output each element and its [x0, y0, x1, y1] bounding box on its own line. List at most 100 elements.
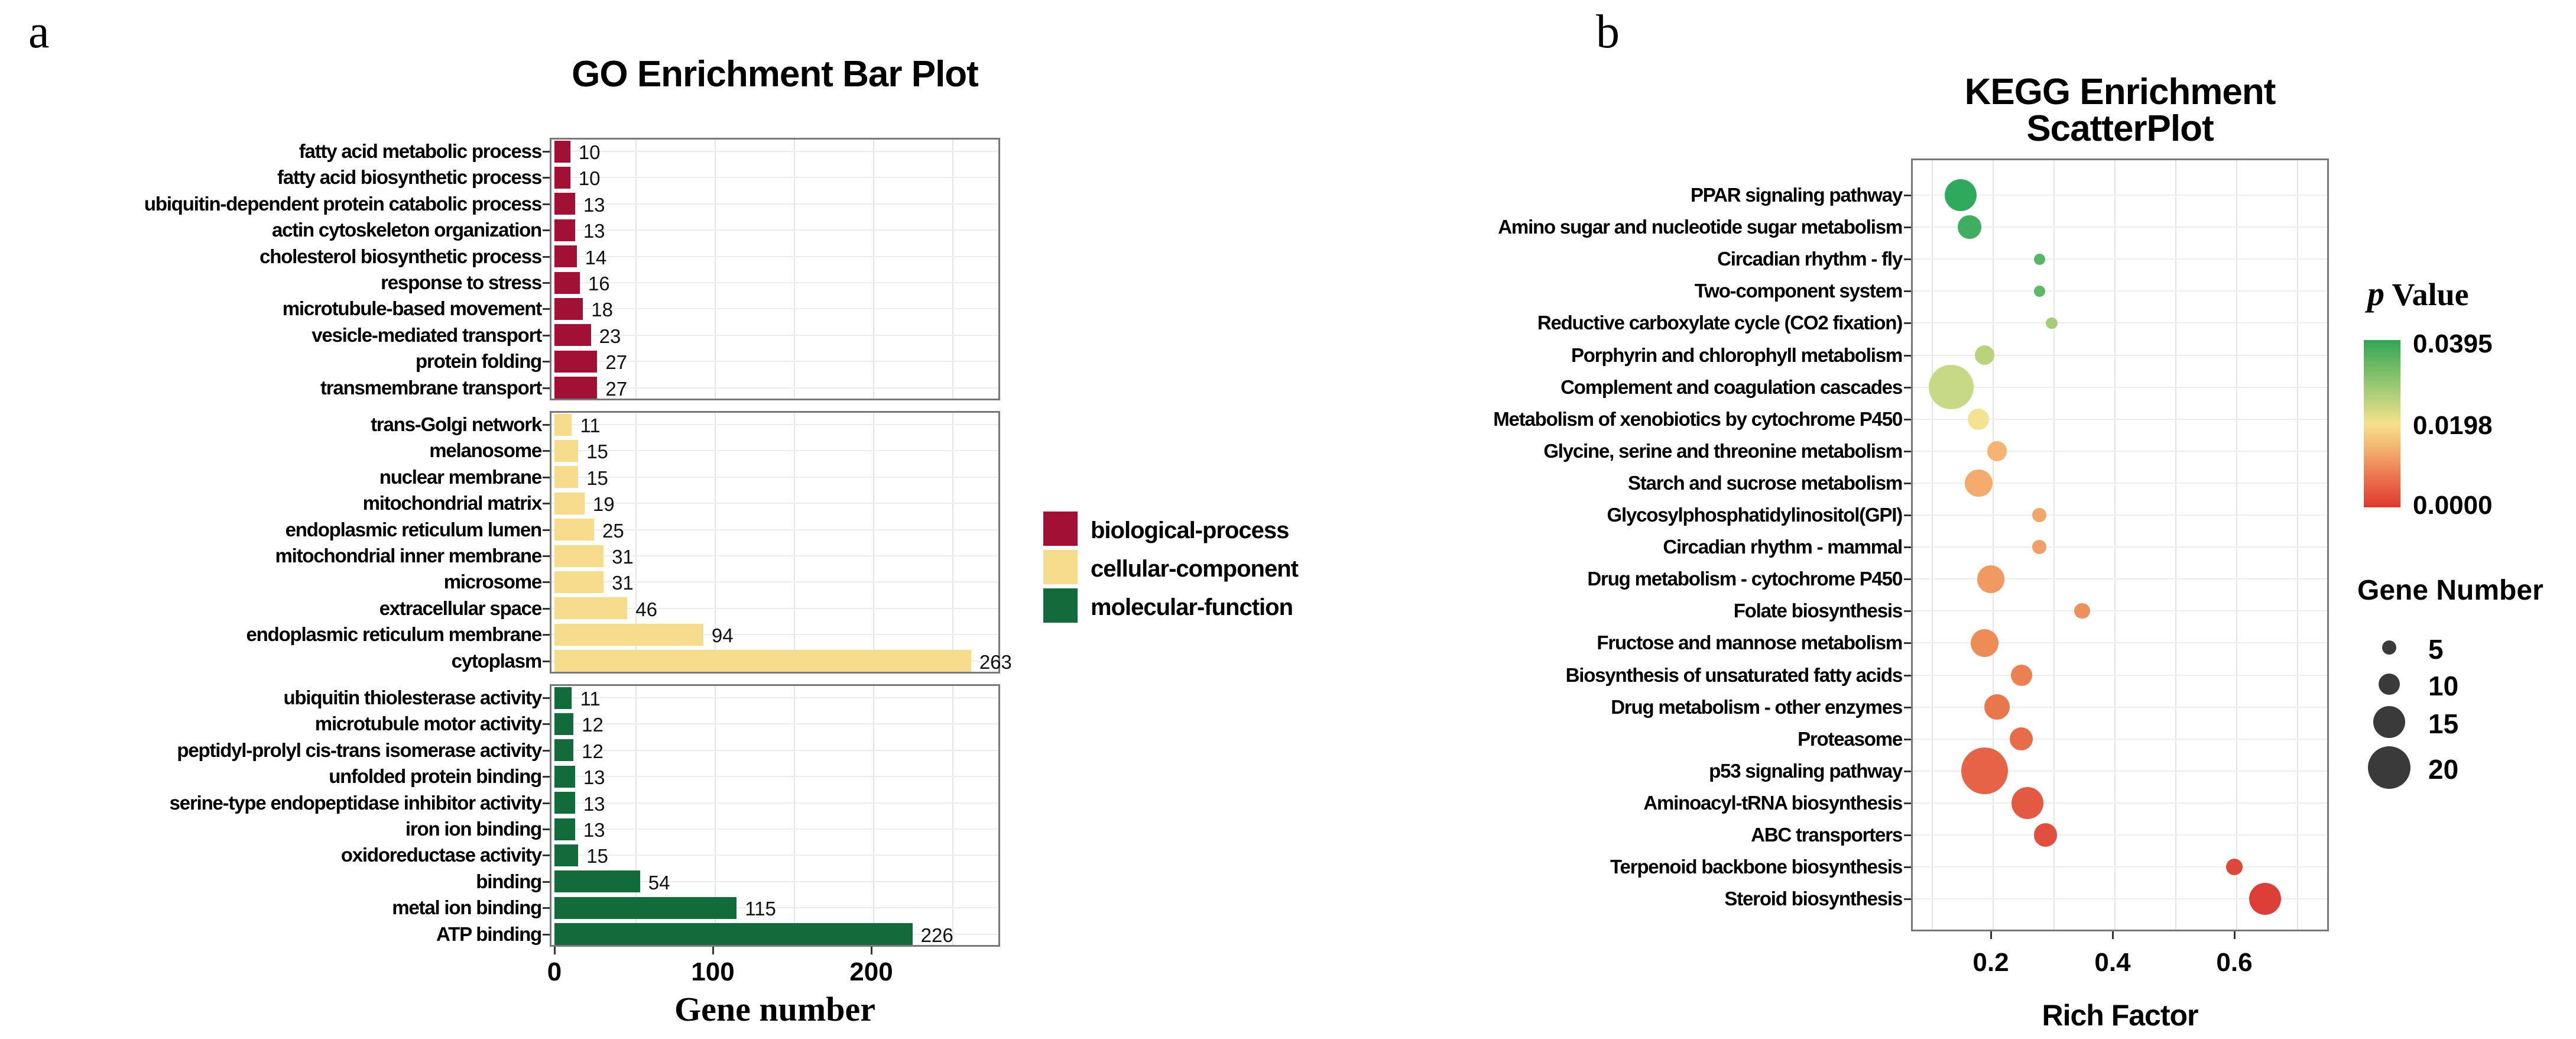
- go-bar: [554, 297, 583, 320]
- kegg-data-point: [1961, 747, 2009, 795]
- go-category-label: nuclear membrane: [379, 465, 542, 488]
- go-bar: [554, 923, 913, 946]
- kegg-row-gridline: [1913, 610, 2327, 612]
- go-y-tick: [543, 476, 550, 478]
- kegg-y-tick: [1904, 578, 1911, 581]
- go-bar: [554, 844, 579, 866]
- kegg-vertical-gridline: [1932, 160, 1933, 930]
- kegg-row-gridline: [1913, 898, 2327, 900]
- go-y-tick: [543, 881, 550, 883]
- pvalue-legend-title: p Value: [2367, 277, 2469, 311]
- kegg-row-gridline: [1913, 195, 2327, 196]
- go-bar: [554, 713, 574, 735]
- kegg-y-tick: [1904, 546, 1911, 549]
- gene-number-legend-label: 15: [2428, 708, 2459, 739]
- kegg-pathway-label: Circadian rhythm - mammal: [1663, 536, 1903, 558]
- kegg-y-tick: [1904, 802, 1911, 804]
- kegg-pathway-label: Porphyrin and chlorophyll metabolism: [1571, 344, 1903, 366]
- pvalue-gradient-bar: [2364, 340, 2400, 507]
- kegg-row-gridline: [1913, 674, 2327, 676]
- kegg-y-tick: [1904, 898, 1911, 901]
- pvalue-legend-tick-label: 0.0395: [2413, 329, 2493, 358]
- go-bar: [554, 350, 598, 373]
- go-category-label: binding: [476, 870, 542, 892]
- go-row-gridline: [551, 387, 998, 389]
- kegg-row-gridline: [1913, 706, 2327, 708]
- go-category-label: endoplasmic reticulum membrane: [246, 623, 543, 646]
- go-bar: [554, 870, 640, 893]
- kegg-x-tick: [1990, 931, 1992, 939]
- go-category-label: mitochondrial matrix: [362, 492, 543, 514]
- go-row-gridline: [551, 581, 998, 583]
- kegg-y-tick: [1904, 834, 1911, 836]
- go-row-gridline: [551, 529, 998, 530]
- go-row-gridline: [551, 607, 998, 609]
- kegg-pathway-label: Amino sugar and nucleotide sugar metabol…: [1498, 216, 1903, 238]
- go-row-gridline: [551, 282, 998, 283]
- go-category-label: transmembrane transport: [320, 376, 542, 399]
- pvalue-legend-title-italic-p: p: [2367, 274, 2384, 313]
- go-bar-value-label: 13: [583, 766, 605, 789]
- kegg-x-tick: [2112, 931, 2114, 939]
- go-y-tick: [543, 854, 550, 857]
- kegg-y-tick: [1904, 450, 1911, 452]
- go-bar: [554, 439, 579, 462]
- kegg-data-point: [1929, 364, 1974, 410]
- kegg-pathway-label: Folate biosynthesis: [1733, 600, 1903, 622]
- go-bar: [554, 818, 575, 840]
- kegg-row-gridline: [1913, 770, 2327, 772]
- go-bar-value-label: 11: [580, 415, 601, 436]
- go-bar-value-label: 94: [711, 624, 734, 647]
- kegg-data-point: [2011, 786, 2043, 819]
- go-category-label: fatty acid metabolic process: [299, 140, 542, 162]
- kegg-pathway-label: Fructose and mannose metabolism: [1597, 632, 1903, 654]
- go-bar: [554, 896, 737, 919]
- kegg-vertical-gridline: [2236, 160, 2237, 930]
- go-vertical-gridline: [635, 140, 637, 399]
- go-legend-label: molecular-function: [1091, 594, 1293, 620]
- go-y-tick: [543, 387, 550, 389]
- kegg-data-point: [2249, 883, 2281, 915]
- go-vertical-gridline: [794, 140, 795, 399]
- kegg-row-gridline: [1913, 802, 2327, 804]
- kegg-pathway-label: Terpenoid backbone biosynthesis: [1610, 856, 1903, 878]
- kegg-data-point: [2032, 508, 2047, 522]
- go-vertical-gridline: [952, 686, 953, 945]
- go-row-gridline: [551, 334, 998, 336]
- kegg-data-point: [1984, 694, 2010, 720]
- kegg-y-tick: [1904, 482, 1911, 484]
- go-bar-value-label: 54: [648, 871, 670, 894]
- gene-number-legend-label: 5: [2428, 634, 2444, 665]
- kegg-chart-title: KEGG Enrichment ScatterPlot: [1964, 72, 2276, 149]
- kegg-row-gridline: [1913, 738, 2327, 740]
- kegg-y-tick: [1904, 610, 1911, 613]
- go-vertical-gridline: [873, 686, 874, 945]
- go-y-tick: [543, 828, 550, 830]
- kegg-pathway-label: Drug metabolism - cytochrome P450: [1587, 568, 1903, 590]
- kegg-vertical-gridline: [2114, 160, 2116, 930]
- go-category-label: endoplasmic reticulum lumen: [285, 518, 543, 540]
- go-bar-value-label: 27: [605, 351, 628, 374]
- go-row-gridline: [551, 749, 998, 751]
- kegg-pathway-label: Complement and coagulation cascades: [1560, 376, 1903, 398]
- kegg-vertical-gridline: [1993, 160, 1994, 930]
- go-bar: [554, 765, 575, 788]
- kegg-row-gridline: [1913, 866, 2327, 868]
- go-category-label: serine-type endopeptidase inhibitor acti…: [169, 791, 543, 814]
- go-category-label: response to stress: [381, 271, 542, 293]
- kegg-data-point: [1987, 441, 2007, 461]
- gene-number-legend-title: Gene Number: [2357, 575, 2543, 606]
- kegg-y-tick: [1904, 770, 1911, 772]
- go-bar: [554, 623, 703, 646]
- go-row-gridline: [551, 450, 998, 452]
- panel-b-letter: b: [1596, 6, 1620, 58]
- go-category-label: fatty acid biosynthetic process: [277, 166, 542, 189]
- kegg-row-gridline: [1913, 642, 2327, 644]
- go-bar-value-label: 13: [583, 792, 605, 815]
- kegg-row-gridline: [1913, 450, 2327, 452]
- pvalue-legend-title-rest: Value: [2384, 277, 2469, 312]
- kegg-pathway-label: Glycine, serine and threonine metabolism: [1543, 439, 1903, 462]
- go-bar: [554, 519, 594, 541]
- kegg-y-tick: [1904, 866, 1911, 869]
- go-legend-swatch-cellular-component: [1043, 550, 1078, 584]
